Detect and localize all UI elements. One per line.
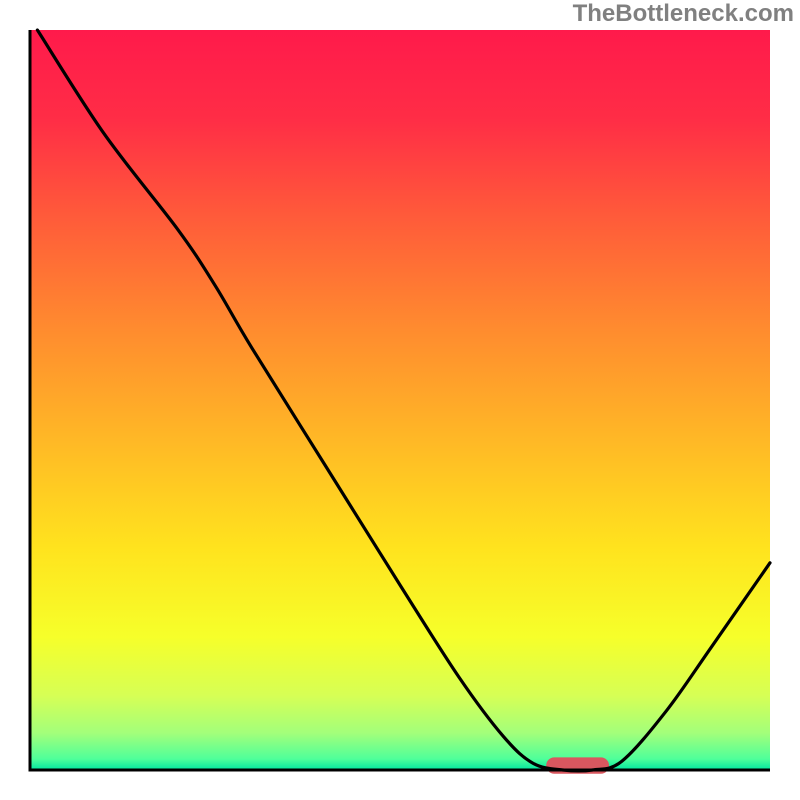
chart-canvas: TheBottleneck.com: [0, 0, 800, 800]
chart-svg: [0, 0, 800, 800]
watermark-text: TheBottleneck.com: [573, 0, 794, 28]
plot-background: [30, 30, 770, 770]
